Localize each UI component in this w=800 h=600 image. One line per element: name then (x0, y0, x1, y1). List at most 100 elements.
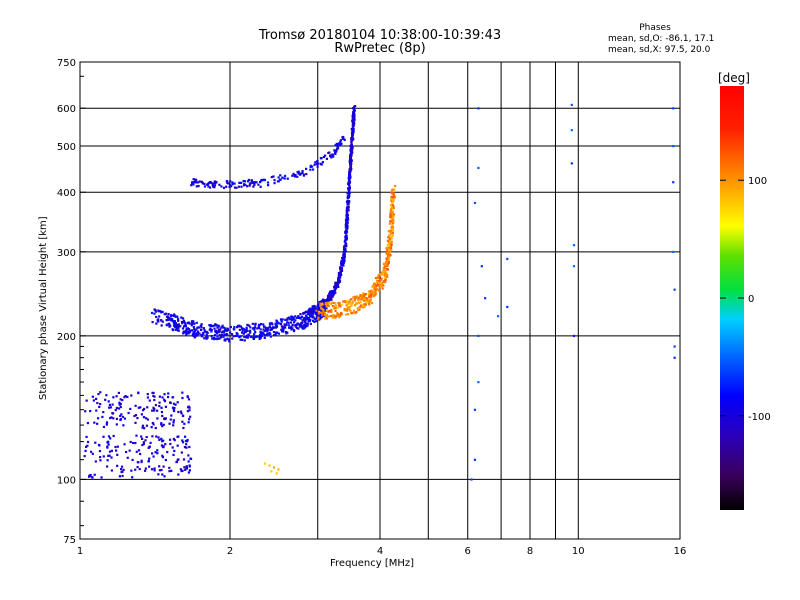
data-point (255, 335, 258, 338)
data-point (84, 449, 87, 453)
data-point (86, 440, 90, 444)
data-point (100, 476, 103, 479)
data-point (112, 396, 115, 399)
data-point (347, 189, 351, 192)
data-point (209, 324, 212, 327)
data-point (300, 323, 303, 326)
data-point (93, 421, 96, 424)
data-point (350, 149, 354, 152)
data-point (350, 312, 354, 315)
data-point (330, 292, 333, 296)
data-point (369, 294, 372, 297)
data-point (355, 311, 358, 314)
colorbar-tick-label: -100 (748, 412, 771, 423)
data-point (322, 308, 325, 311)
data-point (195, 334, 198, 337)
data-point (176, 435, 179, 438)
data-point (170, 414, 173, 417)
data-point (309, 307, 312, 310)
data-point (351, 122, 355, 125)
data-point (253, 326, 256, 330)
data-point (337, 281, 340, 284)
data-point (115, 395, 118, 398)
data-point (328, 292, 331, 295)
data-point (336, 306, 339, 309)
data-point (343, 138, 346, 141)
data-point (253, 183, 256, 186)
data-point (393, 196, 396, 199)
data-point (186, 395, 189, 398)
y-tick-label: 200 (57, 332, 76, 343)
data-point (172, 437, 175, 441)
data-point (225, 180, 228, 183)
data-point (208, 186, 212, 189)
data-point (198, 180, 201, 183)
data-point (281, 176, 284, 179)
data-point (372, 295, 375, 298)
data-point (282, 326, 286, 329)
data-point (185, 467, 188, 470)
data-point (352, 112, 355, 115)
data-point (177, 319, 180, 322)
data-point (116, 464, 119, 467)
data-point (269, 328, 272, 332)
data-point (294, 175, 297, 178)
data-point (316, 165, 319, 168)
data-point (212, 337, 215, 341)
data-point (157, 473, 160, 476)
data-point (342, 246, 346, 249)
data-point (192, 334, 195, 338)
data-point (285, 332, 288, 335)
data-point (140, 435, 143, 438)
data-point (147, 460, 150, 463)
data-point (291, 318, 294, 322)
data-point (264, 326, 268, 330)
data-point (119, 418, 122, 422)
data-point (246, 329, 249, 333)
data-point (318, 310, 321, 314)
data-point (349, 309, 352, 313)
data-point (150, 426, 153, 429)
data-point (373, 288, 376, 291)
data-point (123, 443, 126, 446)
data-point (326, 303, 329, 306)
data-point (283, 323, 286, 326)
data-point (292, 329, 296, 333)
data-point (374, 292, 377, 296)
data-point (89, 474, 92, 477)
data-point (335, 285, 338, 288)
data-point (224, 339, 227, 342)
data-point (187, 398, 191, 401)
data-point (289, 321, 293, 324)
chart-subtitle: RwPretec (8p) (334, 41, 426, 56)
data-point (351, 130, 354, 133)
data-point (217, 324, 220, 327)
data-point (116, 453, 119, 456)
data-point (304, 323, 307, 326)
data-point (392, 216, 395, 219)
y-tick-label: 75 (63, 535, 76, 546)
data-point (363, 296, 366, 300)
data-point (314, 318, 317, 321)
data-point (323, 304, 326, 307)
data-point (275, 331, 278, 334)
data-point (249, 331, 252, 334)
data-point (249, 329, 252, 332)
data-point (160, 437, 163, 440)
data-point (345, 216, 348, 219)
data-point (209, 327, 212, 330)
data-point (572, 244, 576, 247)
data-point (381, 287, 384, 290)
data-point (391, 218, 394, 221)
data-point (333, 305, 336, 308)
data-point (161, 473, 164, 476)
data-point (117, 407, 121, 410)
data-point (110, 416, 113, 419)
data-point (351, 132, 355, 135)
data-point (379, 282, 382, 285)
data-point (338, 273, 341, 277)
data-point (375, 286, 378, 290)
data-point (119, 398, 122, 401)
data-point (133, 414, 136, 418)
data-point (205, 337, 208, 340)
